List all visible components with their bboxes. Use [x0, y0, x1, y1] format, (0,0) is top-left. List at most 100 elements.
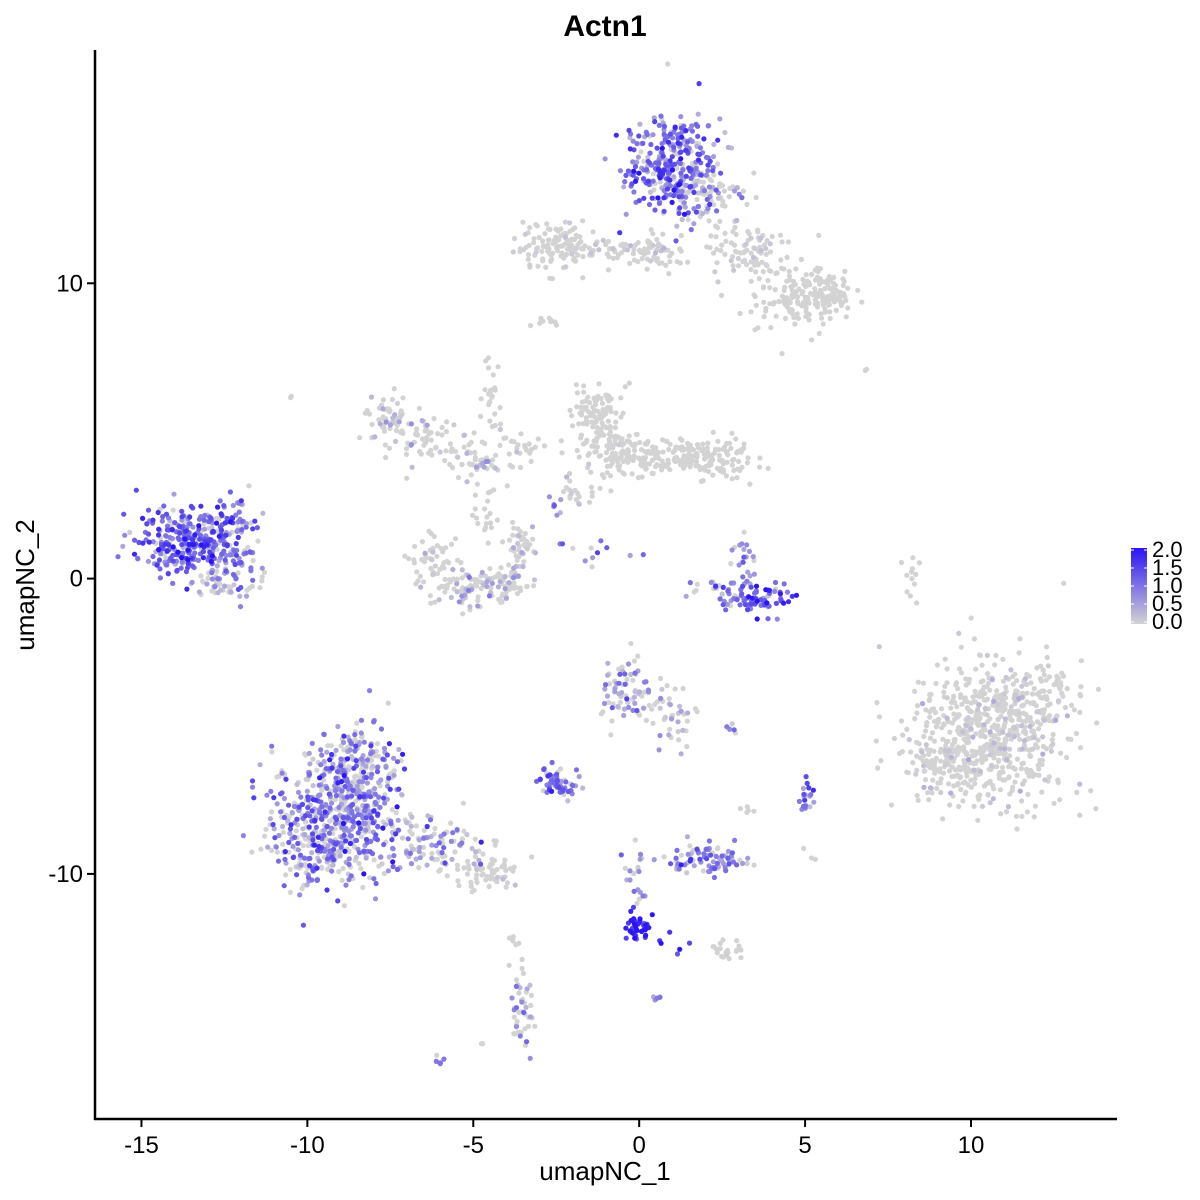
cell-point — [730, 263, 736, 269]
cell-point — [997, 787, 1004, 793]
cell-point — [604, 251, 611, 257]
cell-point — [747, 573, 753, 579]
cell-point — [281, 883, 287, 889]
cell-point — [1014, 756, 1021, 762]
cell-point — [805, 296, 811, 303]
cell-point — [519, 550, 525, 556]
cell-point — [371, 857, 377, 863]
cell-point — [289, 809, 295, 816]
cell-point — [356, 850, 363, 856]
cell-point — [468, 879, 474, 885]
cell-point — [667, 929, 673, 935]
cell-point — [402, 553, 408, 559]
cell-point — [675, 729, 681, 735]
cell-point — [645, 178, 652, 184]
cell-point — [187, 521, 193, 527]
cell-point — [953, 682, 959, 688]
cell-point — [480, 871, 486, 877]
cell-point — [940, 816, 946, 822]
cell-point — [543, 264, 549, 270]
cell-point — [378, 777, 384, 783]
cell-point — [626, 433, 632, 439]
cell-point — [695, 111, 701, 117]
cell-point — [630, 251, 636, 257]
cell-point — [1038, 694, 1044, 701]
cell-point — [636, 868, 642, 875]
cell-point — [643, 932, 649, 939]
cell-point — [412, 543, 418, 550]
cell-point — [179, 514, 185, 520]
cell-point — [665, 457, 671, 463]
legend-tick-label: 2.0 — [1152, 537, 1183, 562]
cell-point — [195, 557, 201, 564]
cell-point — [318, 747, 324, 753]
cell-point — [352, 748, 358, 754]
cell-point — [678, 708, 684, 714]
cell-point — [1001, 691, 1007, 697]
cell-point — [744, 247, 750, 253]
cell-point — [635, 653, 641, 659]
cell-point — [514, 591, 521, 597]
cell-point — [381, 428, 388, 434]
cell-point — [447, 579, 453, 585]
cell-point — [380, 756, 386, 762]
cell-point — [314, 877, 321, 883]
cell-point — [718, 458, 725, 464]
cell-point — [623, 172, 629, 178]
cell-point — [631, 888, 637, 895]
cell-point — [310, 837, 316, 843]
cell-point — [582, 406, 588, 412]
cell-point — [987, 729, 993, 735]
cell-point — [784, 254, 790, 260]
cell-point — [286, 839, 292, 846]
cell-point — [156, 532, 162, 538]
cell-point — [706, 218, 712, 224]
cell-point — [657, 705, 663, 711]
cell-point — [573, 245, 579, 252]
x-axis-label: umapNC_1 — [539, 1156, 671, 1186]
cell-point — [733, 231, 739, 237]
cell-point — [678, 170, 684, 176]
cell-point — [451, 422, 457, 428]
cell-point — [719, 242, 725, 248]
cell-point — [496, 596, 502, 602]
cell-point — [404, 475, 410, 481]
cell-point — [618, 395, 624, 401]
cell-point — [1049, 737, 1055, 743]
cell-point — [527, 323, 534, 329]
cell-point — [305, 794, 311, 800]
cell-point — [725, 144, 731, 150]
cell-point — [319, 752, 325, 758]
cell-point — [375, 753, 381, 759]
cell-point — [360, 884, 366, 891]
x-axis-ticks: -15 -10 -5 0 5 10 — [124, 1119, 984, 1159]
cell-point — [492, 465, 499, 471]
cell-point — [386, 854, 392, 860]
cell-point — [553, 226, 559, 232]
cell-point — [712, 269, 718, 275]
cell-point — [363, 827, 369, 833]
cell-point — [794, 311, 800, 317]
cell-point — [947, 802, 953, 808]
cell-point — [912, 716, 918, 722]
cell-point — [250, 557, 256, 564]
cell-point — [1035, 737, 1041, 743]
cell-point — [429, 452, 435, 458]
cell-point — [637, 439, 643, 446]
cell-point — [595, 393, 601, 399]
cell-point — [357, 435, 363, 441]
cell-point — [421, 827, 427, 834]
cell-point — [621, 184, 627, 190]
cell-point — [183, 528, 190, 534]
color-legend: 2.01.51.00.50.0 — [1131, 537, 1183, 634]
cell-point — [254, 525, 260, 531]
cell-point — [649, 457, 656, 463]
cell-point — [348, 740, 354, 747]
cell-point — [381, 841, 387, 848]
cell-point — [1039, 688, 1045, 694]
cell-point — [768, 268, 774, 274]
cell-point — [1045, 663, 1051, 669]
cell-point — [862, 367, 868, 373]
cell-point — [190, 524, 196, 530]
cell-point — [738, 447, 744, 453]
